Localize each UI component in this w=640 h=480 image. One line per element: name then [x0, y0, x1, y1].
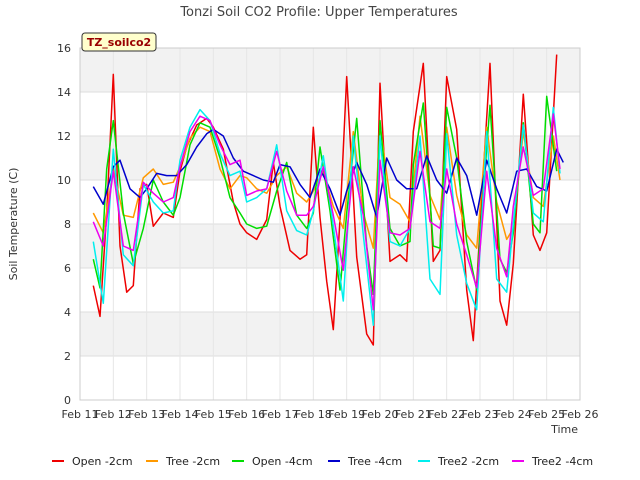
plot-band — [80, 312, 580, 356]
x-tick-label: Feb 12 — [95, 408, 132, 421]
x-tick-label: Feb 23 — [462, 408, 499, 421]
x-tick-label: Feb 25 — [528, 408, 565, 421]
plot-band — [80, 48, 580, 92]
x-tick-label: Feb 11 — [62, 408, 99, 421]
x-tick-label: Feb 21 — [395, 408, 432, 421]
x-axis-label: Time — [550, 423, 578, 436]
series-lines — [92, 54, 564, 346]
y-tick-label: 12 — [57, 130, 71, 143]
legend-label: Open -2cm — [72, 455, 133, 468]
x-tick-label: Feb 26 — [562, 408, 599, 421]
x-tick-label: Feb 14 — [162, 408, 199, 421]
y-tick-label: 16 — [57, 42, 71, 55]
y-tick-label: 2 — [64, 350, 71, 363]
y-tick-label: 6 — [64, 262, 71, 275]
x-tick-label: Feb 22 — [428, 408, 465, 421]
x-tick-label: Feb 24 — [495, 408, 532, 421]
legend-label: Tree2 -2cm — [437, 455, 499, 468]
series-line-tree2-4cm — [92, 113, 561, 311]
legend: Open -2cm Tree -2cm Open -4cm Tree -4cm Tree… — [52, 455, 593, 468]
legend-label: Tree -2cm — [165, 455, 220, 468]
dataset-badge: TZ_soilco2 — [81, 32, 157, 52]
y-tick-label: 4 — [64, 306, 71, 319]
legend-label: Open -4cm — [252, 455, 313, 468]
dataset-badge-label: TZ_soilco2 — [87, 36, 151, 49]
plot-band — [80, 136, 580, 180]
legend-label: Tree -4cm — [347, 455, 402, 468]
y-axis-label: Soil Temperature (C) — [7, 168, 20, 281]
y-tick-label: 14 — [57, 86, 71, 99]
x-tick-label: Feb 20 — [362, 408, 399, 421]
plot-frame — [79, 47, 581, 401]
y-tick-label: 0 — [64, 394, 71, 407]
y-tick-label: 8 — [64, 218, 71, 231]
y-axis-ticks: 0 2 4 6 8 10 12 14 16 — [57, 42, 71, 407]
y-tick-label: 10 — [57, 174, 71, 187]
x-tick-label: Feb 15 — [195, 408, 232, 421]
x-tick-label: Feb 18 — [295, 408, 332, 421]
x-tick-label: Feb 13 — [128, 408, 165, 421]
legend-label: Tree2 -4cm — [531, 455, 593, 468]
x-tick-label: Feb 16 — [228, 408, 265, 421]
chart-title: Tonzi Soil CO2 Profile: Upper Temperatur… — [179, 5, 458, 20]
x-tick-label: Feb 17 — [262, 408, 299, 421]
x-tick-label: Feb 19 — [328, 408, 365, 421]
series-line-open-2cm — [92, 54, 558, 346]
